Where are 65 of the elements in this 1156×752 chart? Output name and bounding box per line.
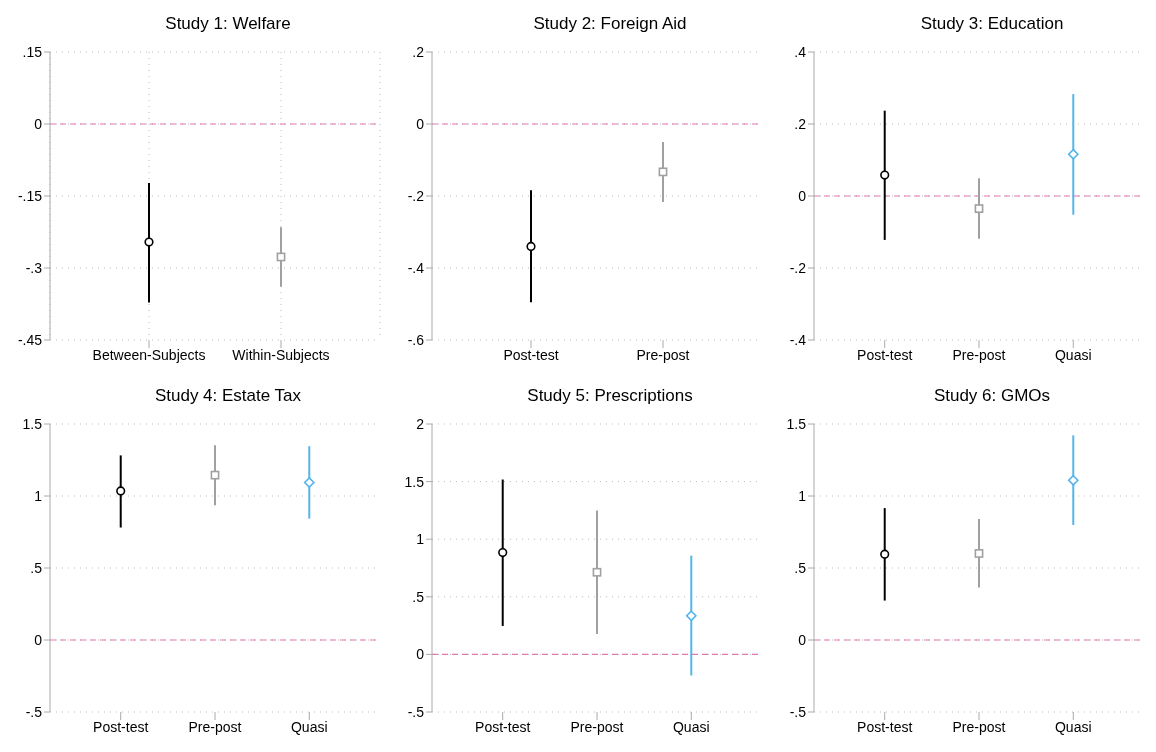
chart-title: Study 2: Foreign Aid [532, 14, 688, 34]
y-tick-label: -.3 [25, 259, 43, 276]
y-tick-label: .2 [412, 43, 425, 60]
x-tick-label: Post-test [857, 718, 913, 735]
y-tick-label: 0 [34, 631, 43, 648]
y-tick-label: 1.5 [404, 473, 425, 490]
point [498, 547, 508, 558]
y-tick-label: .5 [412, 588, 425, 605]
y-tick-label: .5 [30, 559, 43, 576]
y-tick-label: 1 [798, 487, 807, 504]
chart-title: Study 6: GMOs [932, 386, 1052, 406]
x-tick-label: Within-Subjects [232, 346, 330, 363]
point [880, 549, 890, 559]
y-tick-label: 0 [416, 115, 425, 132]
y-tick-label: .15 [22, 43, 43, 60]
y-tick-label: 0 [798, 187, 807, 204]
x-tick-label: Pre-post [188, 718, 242, 735]
y-tick-label: 1 [34, 487, 43, 504]
point [116, 486, 126, 496]
point [974, 549, 984, 558]
y-tick-label: -.2 [789, 259, 807, 276]
point [1067, 148, 1079, 160]
point [210, 470, 220, 480]
y-tick-label: 0 [416, 646, 425, 663]
point [1067, 474, 1079, 486]
point [592, 567, 602, 577]
x-tick-label: Pre-post [952, 346, 1006, 363]
point [303, 477, 315, 488]
point [685, 610, 697, 622]
x-tick-label: Post-test [857, 346, 913, 363]
x-tick-label: Quasi [291, 718, 328, 735]
x-tick-label: Quasi [1055, 718, 1092, 735]
point [974, 204, 984, 213]
y-tick-label: -.5 [407, 703, 425, 720]
y-tick-label: -.45 [17, 331, 43, 348]
y-tick-label: -.6 [407, 331, 425, 348]
x-tick-label: Pre-post [570, 718, 624, 735]
chart-title: Study 1: Welfare [164, 14, 292, 34]
y-tick-label: 1.5 [22, 415, 43, 432]
y-tick-label: 1 [416, 531, 425, 548]
y-tick-label: 0 [798, 631, 807, 648]
point [880, 170, 890, 180]
y-tick-label: .2 [794, 115, 807, 132]
x-tick-label: Pre-post [952, 718, 1006, 735]
y-tick-label: -.15 [17, 187, 43, 204]
y-tick-label: 0 [34, 115, 43, 132]
y-tick-label: -.5 [25, 703, 43, 720]
y-tick-label: .5 [794, 559, 807, 576]
y-tick-label: -.4 [407, 259, 425, 276]
x-tick-label: Post-test [93, 718, 149, 735]
chart-title: Study 5: Prescriptions [526, 386, 694, 406]
y-tick-label: 2 [416, 415, 425, 432]
x-tick-label: Post-test [475, 718, 531, 735]
x-tick-label: Pre-post [636, 346, 690, 363]
chart-title: Study 3: Education [919, 14, 1065, 34]
chart-title: Study 4: Estate Tax [153, 386, 303, 406]
y-tick-label: -.4 [789, 331, 807, 348]
x-tick-label: Post-test [503, 346, 559, 363]
x-tick-label: Quasi [673, 718, 710, 735]
y-tick-label: .4 [794, 43, 807, 60]
y-tick-label: 1.5 [786, 415, 807, 432]
y-tick-label: -.2 [407, 187, 425, 204]
x-tick-label: Quasi [1055, 346, 1092, 363]
y-tick-label: -.5 [789, 703, 807, 720]
x-tick-label: Between-Subjects [92, 346, 206, 363]
